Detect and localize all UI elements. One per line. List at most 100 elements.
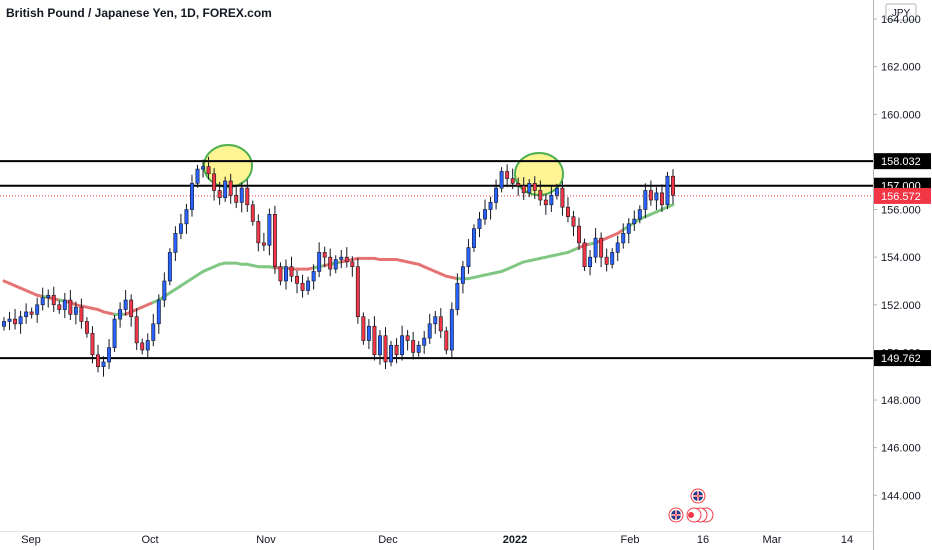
candle-body [355, 266, 360, 317]
candle-body [626, 223, 631, 234]
candle-body [599, 237, 604, 258]
candles [2, 156, 675, 377]
candle-body [659, 192, 664, 206]
candle-body [178, 223, 183, 234]
candle-body [494, 187, 499, 203]
candle-body [505, 171, 510, 179]
candle-body [173, 233, 178, 253]
candle-body [350, 261, 355, 267]
candle-body [593, 237, 598, 258]
candle-body [206, 166, 211, 175]
candle-body [621, 233, 626, 244]
candle-body [654, 192, 659, 201]
y-tick-label: 160.000 [881, 109, 921, 121]
candle-body [107, 347, 112, 363]
candle-body [665, 175, 670, 206]
candle-body [604, 256, 609, 265]
candle-body [24, 311, 29, 317]
candle-body [212, 173, 217, 191]
candle-body [637, 209, 642, 220]
candle-body [632, 218, 637, 225]
candle-body [372, 325, 377, 356]
price-axis[interactable]: JPY164.000162.000160.000158.000156.00015… [873, 0, 932, 550]
candle-body [488, 202, 493, 210]
y-tick-label: 144.000 [881, 490, 921, 502]
candle-body [234, 194, 239, 203]
candle-body [394, 344, 399, 356]
candle-body [7, 318, 12, 322]
candle-body [151, 323, 156, 341]
y-tick-label: 148.000 [881, 395, 921, 407]
candle-body [68, 299, 73, 315]
last-price-label: 156.572 [881, 191, 921, 203]
candle-body [162, 280, 167, 301]
candle-body [383, 335, 388, 363]
candle-body [427, 323, 432, 339]
candle-body [400, 335, 405, 356]
candle-body [217, 190, 222, 198]
candle-body [278, 266, 283, 282]
candle-body [648, 190, 653, 201]
level-price-tag [874, 350, 931, 367]
candle-body [112, 318, 117, 348]
candle-body [339, 256, 344, 260]
candle-body [389, 344, 393, 363]
y-tick-label: 152.000 [881, 300, 921, 312]
candle-body [73, 306, 78, 315]
candle-body [245, 187, 250, 206]
level-price-label: 158.032 [881, 156, 921, 168]
x-tick-label: Sep [21, 534, 41, 546]
candle-body [2, 321, 6, 327]
candle-body [554, 187, 559, 196]
highlight-circle-1 [203, 144, 253, 188]
candle-body [129, 299, 134, 317]
x-tick-label: Feb [621, 534, 640, 546]
candle-body [455, 283, 460, 310]
candle-body [57, 304, 62, 310]
candle-body [289, 266, 294, 277]
candle-body [140, 342, 145, 351]
candle-body [228, 180, 233, 196]
candle-body [261, 242, 266, 246]
candle-body [516, 183, 521, 187]
candle-body [51, 294, 56, 306]
candle-body [317, 252, 322, 272]
candle-body [311, 271, 316, 282]
event-dot [688, 512, 694, 518]
candle-body [184, 209, 189, 225]
currency-box[interactable] [885, 3, 917, 21]
candle-body [223, 180, 228, 198]
candle-body [333, 259, 338, 270]
candle-body [344, 256, 349, 263]
candle-body [29, 311, 34, 315]
last-price-tag [874, 187, 931, 204]
candle-body [190, 183, 194, 210]
x-tick-label: Oct [141, 534, 158, 546]
candle-body [35, 304, 40, 315]
candle-body [560, 187, 565, 208]
candle-body [549, 194, 554, 206]
economic-events[interactable] [668, 488, 714, 523]
time-axis[interactable]: Sep Oct Nov Dec 2022 Feb 16 Mar 14 [21, 534, 853, 546]
candle-body [444, 330, 449, 351]
candle-body [62, 299, 67, 310]
candle-body [449, 309, 454, 351]
candle-body [123, 299, 128, 310]
candle-body [40, 297, 45, 306]
x-tick-label: 16 [697, 534, 709, 546]
candle-body [13, 318, 18, 325]
horizontal-levels[interactable] [0, 160, 873, 360]
y-tick-label: 146.000 [881, 443, 921, 455]
candle-body [460, 266, 465, 284]
candle-body [134, 316, 139, 344]
candle-body [483, 209, 487, 220]
candle-body [295, 275, 299, 284]
candle-body [118, 309, 123, 320]
candle-body [499, 171, 504, 189]
candle-body [538, 190, 543, 201]
candle-body [284, 266, 288, 282]
candle-body [565, 206, 570, 217]
candle-body [90, 333, 95, 356]
candle-body [471, 228, 476, 248]
